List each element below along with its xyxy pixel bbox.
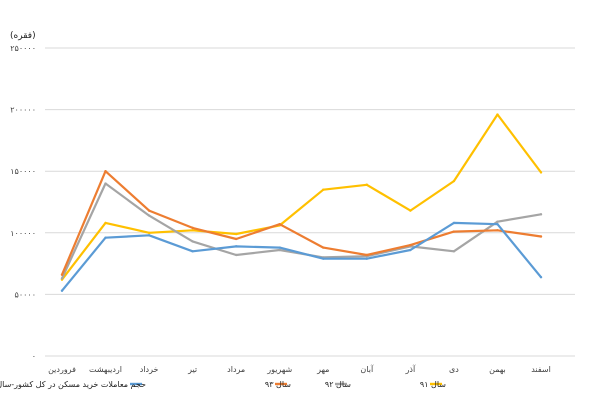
legend-label: حجم معاملات خرید مسکن در کل کشور-سال ۹۴ xyxy=(0,380,146,389)
data-point xyxy=(365,183,369,186)
legend-label: سال ۹۳ xyxy=(265,380,291,389)
data-point xyxy=(409,248,412,252)
data-point xyxy=(60,273,64,276)
data-point xyxy=(322,246,325,249)
data-point xyxy=(191,240,194,243)
data-point xyxy=(104,236,107,239)
x-tick-label: اسفند xyxy=(531,365,551,374)
data-point xyxy=(365,257,369,260)
x-tick-label: مهر xyxy=(316,365,329,374)
data-point xyxy=(191,229,194,232)
data-point xyxy=(452,230,456,233)
data-point xyxy=(60,289,64,292)
y-tick-label: ۱۵۰۰۰۰ xyxy=(10,167,36,176)
data-point xyxy=(452,221,456,225)
data-point xyxy=(104,170,107,173)
data-point xyxy=(147,234,151,237)
x-tick-label: فروردین xyxy=(48,365,76,374)
data-point xyxy=(147,214,151,217)
data-point xyxy=(409,209,412,212)
data-point xyxy=(496,229,499,232)
y-tick-label: ۲۰۰۰۰۰ xyxy=(10,106,36,115)
data-point xyxy=(539,213,543,216)
x-tick-label: اردیبهشت xyxy=(89,365,122,374)
y-axis-unit-label: (فقره) xyxy=(10,31,36,41)
data-point xyxy=(496,222,499,226)
data-point xyxy=(104,221,107,225)
data-point xyxy=(147,231,151,234)
x-tick-label: شهریور xyxy=(266,365,292,374)
data-point xyxy=(104,182,107,185)
series-line-2 xyxy=(60,170,543,276)
y-tick-label: ۲۵۰۰۰۰ xyxy=(10,44,36,53)
x-tick-label: بهمن xyxy=(489,365,506,374)
series-line-0 xyxy=(60,113,543,281)
data-point xyxy=(452,179,456,183)
data-point xyxy=(496,113,499,116)
x-tick-label: تیر xyxy=(187,365,197,374)
data-point xyxy=(322,257,325,260)
x-tick-label: مرداد xyxy=(227,365,245,374)
data-point xyxy=(278,248,281,252)
x-tick-label: آذر xyxy=(405,364,416,374)
data-point xyxy=(539,275,543,279)
data-point xyxy=(278,222,281,226)
data-point xyxy=(147,209,151,212)
data-point xyxy=(234,237,238,241)
series-line-3 xyxy=(60,221,543,292)
data-point xyxy=(539,171,543,174)
data-point xyxy=(365,253,369,257)
legend-label: سال ۹۲ xyxy=(325,380,351,389)
legend-label: سال ۹۱ xyxy=(420,380,446,389)
data-point xyxy=(409,243,412,247)
x-tick-label: دی xyxy=(449,365,459,374)
y-tick-label: ۰ xyxy=(32,352,36,361)
data-point xyxy=(191,226,194,230)
data-point xyxy=(234,245,238,248)
y-tick-label: ۵۰۰۰۰ xyxy=(15,290,36,299)
data-point xyxy=(191,250,194,253)
x-tick-label: خرداد xyxy=(140,365,159,374)
x-tick-label: آبان xyxy=(360,364,374,374)
y-tick-label: ۱۰۰۰۰۰ xyxy=(10,229,36,238)
data-point xyxy=(539,235,543,238)
data-point xyxy=(234,232,238,236)
data-point xyxy=(60,277,64,280)
data-point xyxy=(322,188,325,191)
data-point xyxy=(234,253,238,257)
data-point xyxy=(278,246,281,249)
data-point xyxy=(496,220,499,223)
data-point xyxy=(452,250,456,253)
